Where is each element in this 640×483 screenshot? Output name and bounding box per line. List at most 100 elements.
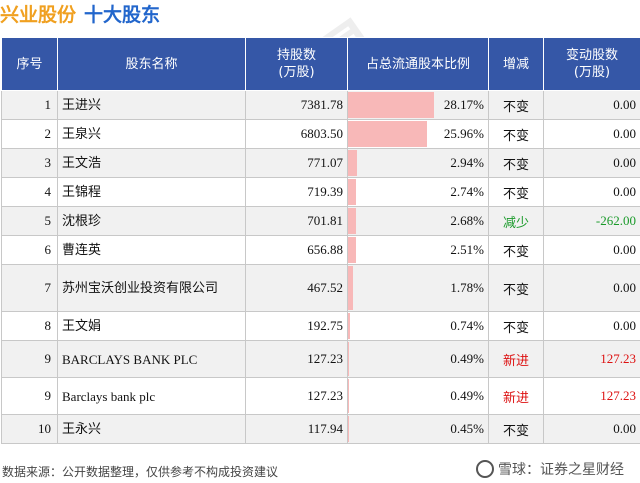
row-index: 5 [1,206,58,236]
header-text: (万股) [278,65,315,80]
shareholder-table: 序号 股东名称 持股数 (万股) 占总流通股本比例 增减 变动股数 (万股) 1 王进… [1,37,640,444]
change-status: 不变 [488,414,544,444]
ratio-value: 0.49% [450,351,484,366]
row-index: 8 [1,311,58,341]
brand-text: 雪球：证券之星财经 [498,462,624,478]
change-status: 不变 [488,311,544,341]
shares-held: 7381.78 [245,90,348,120]
header-change: 增减 [488,37,544,91]
change-shares: 127.23 [543,377,640,415]
shareholder-name: 王文浩 [57,148,246,178]
header-index: 序号 [1,37,58,91]
change-status: 不变 [488,235,544,265]
ratio-bar [348,342,350,376]
change-shares: 0.00 [543,264,640,312]
shareholder-name: Barclays bank plc [57,377,246,415]
change-status: 新进 [488,377,544,415]
shareholder-name: 王文娟 [57,311,246,341]
header-text: 变动股数 [565,48,618,63]
row-index: 6 [1,235,58,265]
change-shares: -262.00 [543,206,640,236]
change-shares: 0.00 [543,148,640,178]
change-shares: 0.00 [543,414,640,444]
shareholder-name: 王锦程 [57,177,246,207]
shareholder-name: 王进兴 [57,90,246,120]
change-status: 不变 [488,119,544,149]
table-row: 3 王文浩 771.07 2.94% 不变 0.00 [1,148,640,178]
shareholder-name: 王泉兴 [57,119,246,149]
shareholder-name: 沈根珍 [57,206,246,236]
ratio-cell: 2.74% [347,177,489,207]
table-row: 8 王文娟 192.75 0.74% 不变 0.00 [1,311,640,341]
change-status: 不变 [488,90,544,120]
ratio-bar [348,379,350,413]
change-shares: 0.00 [543,177,640,207]
ratio-cell: 0.45% [347,414,489,444]
company-name: 兴业股份 [0,4,77,26]
ratio-value: 0.74% [450,318,484,333]
ratio-cell: 0.74% [347,311,489,341]
ratio-bar [348,208,357,234]
header-delta: 变动股数 (万股) [543,37,640,91]
change-shares: 0.00 [543,235,640,265]
header-shares: 持股数 (万股) [245,37,348,91]
shares-held: 719.39 [245,177,348,207]
row-index: 7 [1,264,58,312]
ratio-value: 28.17% [443,97,484,112]
snowball-logo-icon [476,460,494,478]
row-index: 3 [1,148,58,178]
ratio-bar [348,92,434,118]
ratio-cell: 28.17% [347,90,489,120]
table-row: 5 沈根珍 701.81 2.68% 减少 -262.00 [1,206,640,236]
header-text: (万股) [573,65,611,80]
row-index: 2 [1,119,58,149]
ratio-value: 0.49% [450,388,484,403]
change-shares: 127.23 [543,340,640,378]
shareholder-name: BARCLAYS BANK PLC [57,340,246,378]
shares-held: 6803.50 [245,119,348,149]
brand-footer: 雪球：证券之星财经 [476,459,624,479]
ratio-value: 2.94% [450,155,484,170]
ratio-cell: 2.51% [347,235,489,265]
ratio-cell: 1.78% [347,264,489,312]
page-title: 兴业股份 十大股东 [0,0,160,36]
header-text: 占总流通股本比例 [365,56,470,72]
table-row: 4 王锦程 719.39 2.74% 不变 0.00 [1,177,640,207]
ratio-bar [348,121,428,147]
ratio-value: 25.96% [443,126,484,141]
ratio-bar [348,150,357,176]
row-index: 4 [1,177,58,207]
change-status: 不变 [488,264,544,312]
row-index: 9 [1,340,58,378]
ratio-value: 2.51% [450,242,484,257]
shareholder-name: 苏州宝沃创业投资有限公司 [57,264,246,312]
shareholder-name: 王永兴 [57,414,246,444]
change-shares: 0.00 [543,119,640,149]
section-title: 十大股东 [84,4,161,26]
header-text: 序号 [16,56,43,72]
ratio-cell: 2.94% [347,148,489,178]
shares-held: 467.52 [245,264,348,312]
ratio-value: 2.68% [450,213,484,228]
ratio-bar [348,237,356,263]
table-row: 10 王永兴 117.94 0.45% 不变 0.00 [1,414,640,444]
header-name: 股东名称 [57,37,246,91]
data-source-note: 数据来源：公开数据整理，仅供参考不构成投资建议 [2,465,279,479]
ratio-cell: 0.49% [347,377,489,415]
header-text: 持股数 [276,48,316,63]
change-status: 新进 [488,340,544,378]
table-header-row: 序号 股东名称 持股数 (万股) 占总流通股本比例 增减 变动股数 (万股) [1,37,640,91]
change-status: 不变 [488,177,544,207]
row-index: 9 [1,377,58,415]
table-row: 9 BARCLAYS BANK PLC 127.23 0.49% 新进 127.23 [1,340,640,378]
table-row: 1 王进兴 7381.78 28.17% 不变 0.00 [1,90,640,120]
ratio-bar [348,416,350,442]
row-index: 1 [1,90,58,120]
row-index: 10 [1,414,58,444]
change-status: 不变 [488,148,544,178]
shareholder-name: 曹连英 [57,235,246,265]
change-shares: 0.00 [543,90,640,120]
ratio-bar [348,179,357,205]
header-ratio: 占总流通股本比例 [347,37,489,91]
shares-held: 127.23 [245,340,348,378]
